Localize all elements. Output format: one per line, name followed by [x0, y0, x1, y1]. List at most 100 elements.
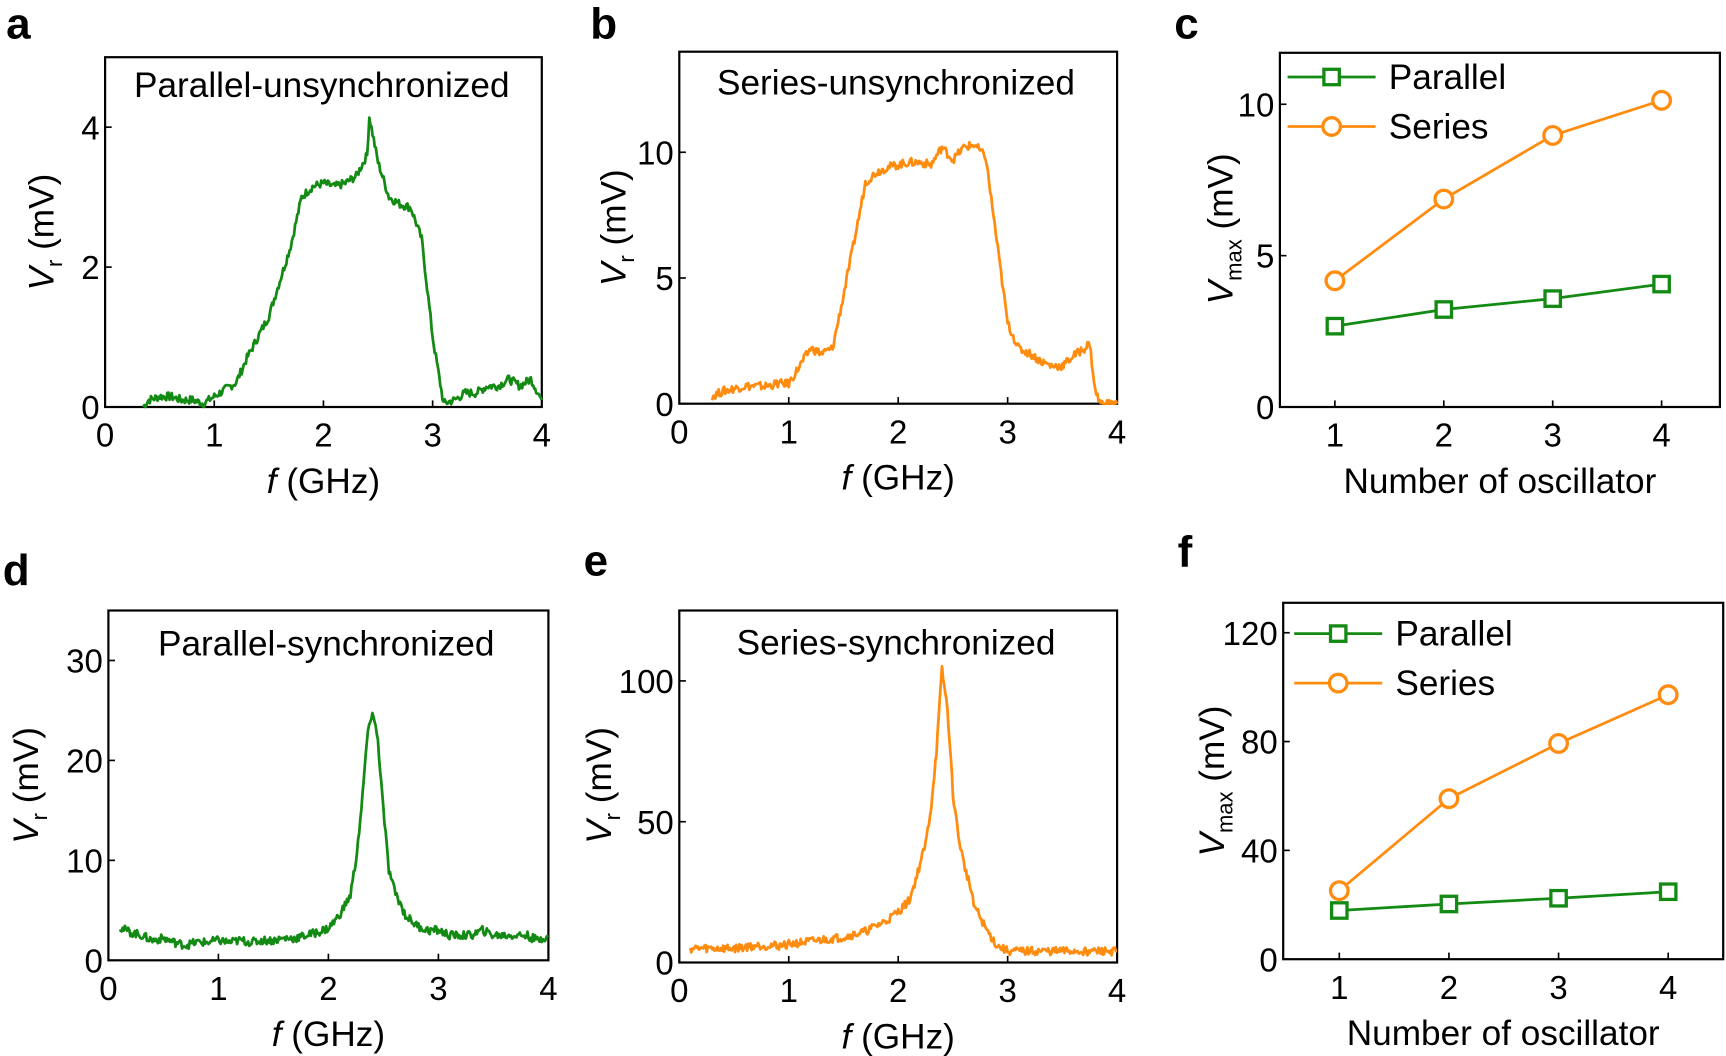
- y-axis-label-symbol: V: [594, 259, 633, 286]
- y-axis-label-symbol: V: [22, 264, 61, 291]
- y-tick-label: 10: [637, 134, 674, 171]
- legend-marker-square: [1328, 624, 1348, 643]
- x-tick-label: 0: [96, 417, 114, 454]
- x-tick-label: 4: [1108, 972, 1126, 1009]
- y-tick-label: 100: [619, 663, 674, 700]
- x-tick-label: 4: [1652, 417, 1670, 454]
- panel-label: b: [590, 0, 617, 49]
- legend-label: Parallel: [1395, 615, 1512, 654]
- panel-b: b Series-unsynchronized 0 1 2 3 4 0 5 10 f (GHz) Vr…: [590, 0, 1126, 497]
- data-point-circle: [1548, 733, 1570, 754]
- y-tick-label: 50: [637, 804, 674, 841]
- y-tick-label: 0: [1259, 941, 1277, 978]
- x-tick-label: 3: [1544, 417, 1562, 454]
- series-line-series: [1334, 99, 1663, 282]
- legend-label: Parallel: [1389, 58, 1506, 97]
- panel-e: e Series-synchronized 0 1 2 3 4 0 50 100 f (GHz) Vr…: [580, 536, 1126, 1056]
- chart-title: Parallel-unsynchronized: [134, 66, 510, 105]
- y-axis-label-symbol: V: [580, 817, 619, 844]
- series-line-parallel: [1339, 890, 1669, 912]
- y-tick-label: 2: [81, 249, 99, 286]
- x-axis-label-symbol: f: [267, 462, 280, 501]
- y-tick-label: 10: [66, 842, 103, 879]
- panel-label: f: [1178, 528, 1193, 577]
- y-axis-label: Vmax (mV): [1202, 153, 1247, 304]
- y-axis-label-unit: (mV): [580, 727, 619, 813]
- x-tick-label: 1: [780, 413, 798, 450]
- y-axis-label-symbol: V: [7, 817, 46, 844]
- y-axis-label-subscript: r: [614, 255, 639, 262]
- x-axis-label: f (GHz): [842, 459, 955, 498]
- x-axis-label-unit: (GHz): [851, 459, 955, 498]
- x-tick-label: 2: [1435, 417, 1453, 454]
- legend-marker-circle: [1321, 116, 1343, 137]
- y-axis-label-unit: (mV): [1193, 705, 1232, 791]
- chart-title: Series-unsynchronized: [717, 64, 1075, 103]
- y-axis-label-symbol: V: [1202, 277, 1241, 304]
- data-point-square: [1658, 882, 1678, 902]
- y-tick-label: 10: [1238, 86, 1275, 123]
- y-axis-label-subscript: r: [42, 260, 67, 267]
- x-axis-label-unit: (GHz): [281, 1015, 385, 1054]
- chart-title: Series-synchronized: [737, 624, 1056, 663]
- x-tick-label: 2: [1440, 969, 1458, 1006]
- spectrum-line: [688, 664, 1118, 957]
- plot-frame: [103, 56, 543, 409]
- x-tick-label: 4: [1108, 413, 1126, 450]
- y-axis-label: Vr (mV): [7, 727, 52, 844]
- data-point-circle: [1433, 188, 1455, 210]
- data-point-circle: [1651, 89, 1673, 111]
- panel-a: a Parallel-unsynchronized 0 1 2 3 4 0 2 4 f (GHz) V…: [6, 0, 551, 501]
- x-tick-label: 1: [1326, 417, 1344, 454]
- data-point-circle: [1324, 270, 1346, 292]
- legend-marker-circle: [1327, 672, 1349, 694]
- y-tick-label: 0: [81, 389, 99, 426]
- x-axis-label-unit: (GHz): [277, 462, 381, 501]
- series-line-parallel: [1334, 282, 1662, 328]
- x-tick-label: 0: [99, 970, 117, 1007]
- y-axis-label-unit: (mV): [594, 169, 633, 255]
- spectrum-line: [710, 140, 1119, 406]
- x-tick-label: 2: [889, 972, 907, 1009]
- x-tick-label: 1: [780, 972, 798, 1009]
- x-axis-label-unit: Number of oscillator: [1343, 462, 1656, 501]
- y-axis-label-unit: (mV): [1202, 153, 1241, 239]
- x-axis-label: Number of oscillator: [1343, 462, 1656, 501]
- x-tick-label: 4: [539, 970, 557, 1007]
- series-line-series: [1338, 693, 1669, 892]
- chart-title: Parallel-synchronized: [158, 625, 494, 664]
- x-axis-label: f (GHz): [267, 462, 380, 501]
- x-tick-label: 1: [205, 417, 223, 454]
- panel-label: c: [1174, 0, 1198, 49]
- x-axis-label-unit: (GHz): [851, 1017, 955, 1056]
- x-axis-label: Number of oscillator: [1347, 1014, 1660, 1053]
- y-tick-label: 4: [81, 109, 99, 146]
- data-point-square: [1434, 300, 1454, 319]
- x-axis-label: f (GHz): [272, 1015, 385, 1054]
- x-axis-label-symbol: f: [842, 459, 855, 498]
- plot-frame: [1278, 51, 1721, 409]
- spectrum-line: [118, 711, 550, 951]
- x-axis-label-symbol: f: [842, 1017, 855, 1056]
- data-point-square: [1329, 901, 1349, 920]
- data-point-square: [1549, 888, 1568, 908]
- x-tick-label: 3: [423, 417, 441, 454]
- x-tick-label: 3: [429, 970, 447, 1007]
- y-tick-label: 80: [1241, 724, 1278, 761]
- panel-c: c 1 2 3 4 0 5 10 Number of oscillator Vmax (mV) Pa…: [1174, 0, 1721, 501]
- data-point-circle: [1438, 788, 1460, 810]
- x-tick-label: 4: [533, 417, 551, 454]
- panel-label: e: [584, 536, 608, 585]
- data-point-circle: [1328, 880, 1350, 902]
- y-tick-label: 0: [1256, 389, 1274, 426]
- plot-frame: [678, 50, 1119, 405]
- data-point-square: [1325, 316, 1345, 336]
- spectrum-line: [142, 116, 544, 409]
- y-axis-label: Vr (mV): [580, 727, 625, 844]
- y-tick-label: 0: [655, 945, 673, 982]
- y-axis-label-subscript: max: [1221, 239, 1246, 281]
- y-tick-label: 5: [1256, 238, 1274, 275]
- x-tick-label: 2: [319, 970, 337, 1007]
